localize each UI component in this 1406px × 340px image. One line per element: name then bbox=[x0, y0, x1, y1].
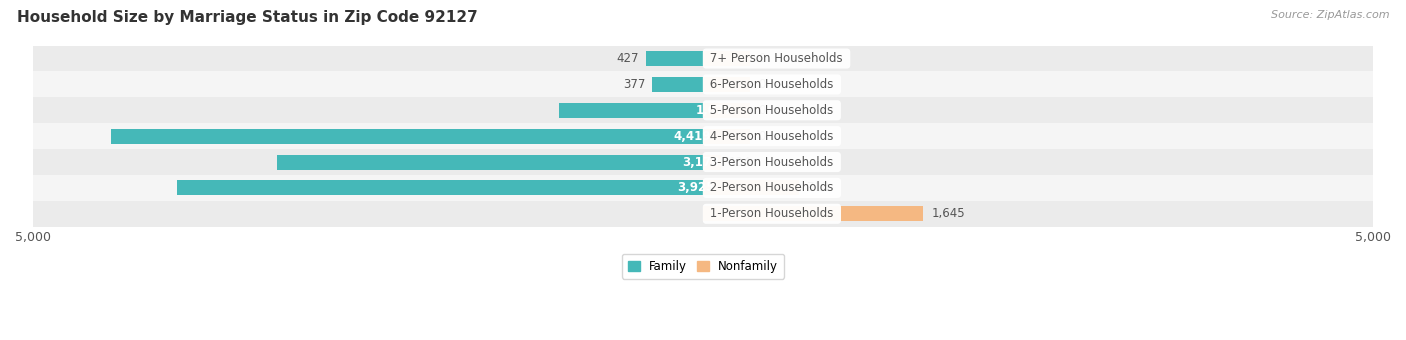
Text: 0: 0 bbox=[758, 130, 765, 143]
Text: 6-Person Households: 6-Person Households bbox=[706, 78, 838, 91]
Text: 3-Person Households: 3-Person Households bbox=[706, 155, 838, 169]
Text: Household Size by Marriage Status in Zip Code 92127: Household Size by Marriage Status in Zip… bbox=[17, 10, 478, 25]
Text: Source: ZipAtlas.com: Source: ZipAtlas.com bbox=[1271, 10, 1389, 20]
Text: 134: 134 bbox=[728, 155, 751, 169]
Bar bbox=[703, 181, 799, 196]
Bar bbox=[277, 155, 703, 170]
Text: 3,178: 3,178 bbox=[682, 155, 718, 169]
Bar bbox=[558, 103, 703, 118]
Bar bbox=[703, 51, 749, 66]
Bar bbox=[703, 206, 924, 221]
Bar bbox=[32, 97, 1374, 123]
Bar bbox=[32, 46, 1374, 71]
Bar bbox=[111, 129, 703, 144]
Text: 427: 427 bbox=[617, 52, 640, 65]
Text: 4-Person Households: 4-Person Households bbox=[706, 130, 838, 143]
Bar bbox=[32, 71, 1374, 97]
Bar bbox=[645, 51, 703, 66]
Bar bbox=[32, 175, 1374, 201]
Text: 1,077: 1,077 bbox=[696, 104, 733, 117]
Text: 2-Person Households: 2-Person Households bbox=[706, 182, 838, 194]
Text: 3,925: 3,925 bbox=[676, 182, 714, 194]
Text: 377: 377 bbox=[623, 78, 645, 91]
Text: 5-Person Households: 5-Person Households bbox=[706, 104, 838, 117]
Text: 4,419: 4,419 bbox=[673, 130, 711, 143]
Bar bbox=[703, 129, 749, 144]
Legend: Family, Nonfamily: Family, Nonfamily bbox=[621, 254, 785, 279]
Bar bbox=[703, 77, 749, 92]
Text: 1-Person Households: 1-Person Households bbox=[706, 207, 838, 220]
Bar bbox=[703, 155, 721, 170]
Text: 0: 0 bbox=[758, 52, 765, 65]
Bar bbox=[32, 123, 1374, 149]
Bar bbox=[32, 201, 1374, 227]
Bar bbox=[177, 181, 703, 196]
Text: 1,645: 1,645 bbox=[931, 207, 965, 220]
Bar bbox=[32, 149, 1374, 175]
Bar bbox=[652, 77, 703, 92]
Bar bbox=[703, 103, 749, 118]
Text: 713: 713 bbox=[807, 182, 830, 194]
Text: 7+ Person Households: 7+ Person Households bbox=[706, 52, 846, 65]
Text: 0: 0 bbox=[758, 78, 765, 91]
Text: 0: 0 bbox=[758, 104, 765, 117]
